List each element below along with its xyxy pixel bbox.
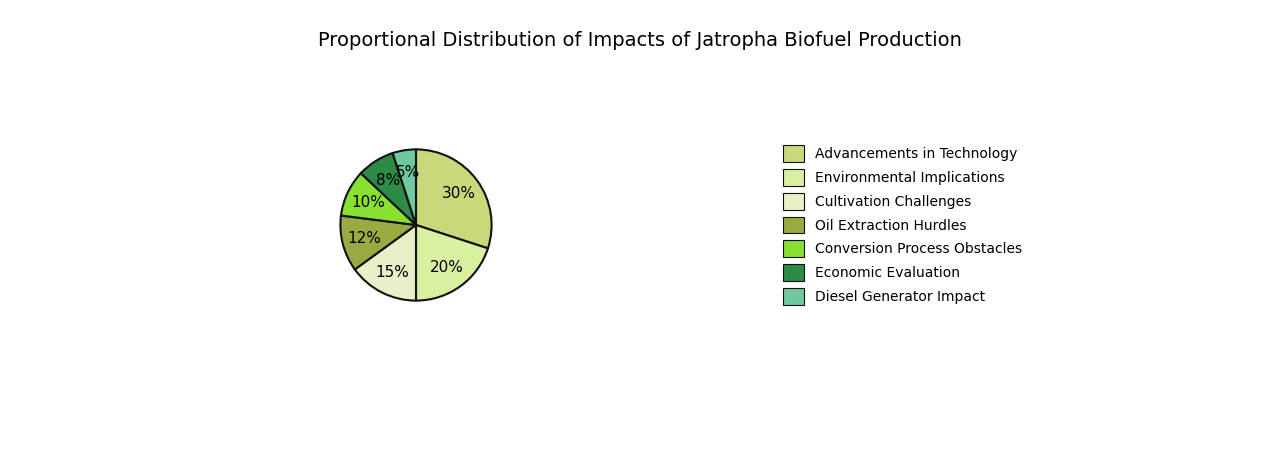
Wedge shape — [340, 173, 416, 225]
Wedge shape — [361, 153, 416, 225]
Text: 30%: 30% — [442, 186, 476, 202]
Text: 12%: 12% — [348, 231, 381, 246]
Text: 5%: 5% — [396, 165, 420, 180]
Text: Proportional Distribution of Impacts of Jatropha Biofuel Production: Proportional Distribution of Impacts of … — [317, 32, 963, 50]
Wedge shape — [340, 216, 416, 270]
Text: 10%: 10% — [351, 195, 385, 210]
Text: 15%: 15% — [375, 265, 408, 279]
Wedge shape — [355, 225, 416, 301]
Wedge shape — [393, 149, 416, 225]
Wedge shape — [416, 149, 492, 248]
Text: 20%: 20% — [430, 260, 465, 275]
Text: 8%: 8% — [375, 173, 399, 188]
Wedge shape — [416, 225, 488, 301]
Legend: Advancements in Technology, Environmental Implications, Cultivation Challenges, : Advancements in Technology, Environmenta… — [776, 138, 1029, 312]
